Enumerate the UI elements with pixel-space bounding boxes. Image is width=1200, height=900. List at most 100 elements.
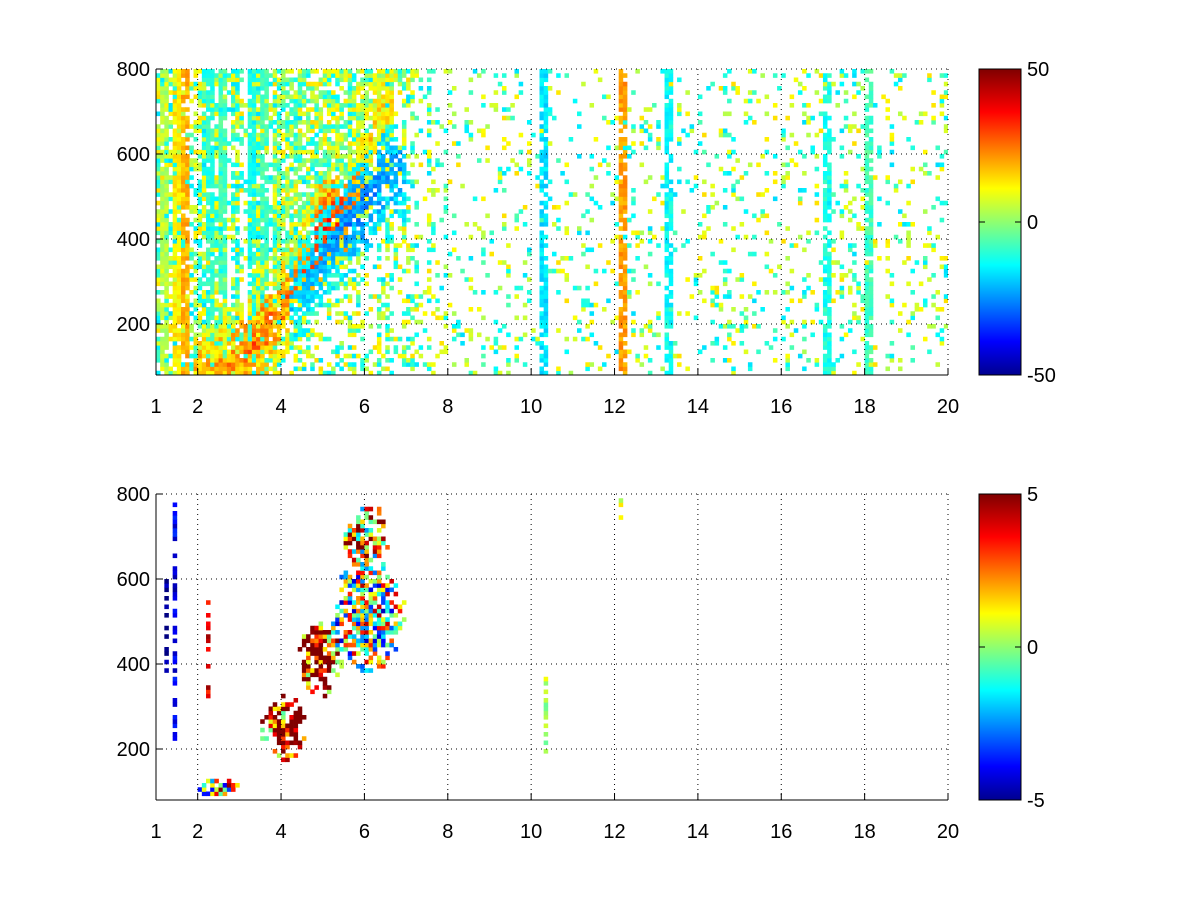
heatmap-cell-4616 xyxy=(864,311,870,316)
heatmap-cell-3931 xyxy=(660,200,665,206)
heatmap-cell-3339 xyxy=(472,370,478,375)
heatmap-cell-2846 xyxy=(376,247,382,253)
heatmap-cell-4668 xyxy=(868,332,874,338)
heatmap-cell-537 xyxy=(193,277,199,282)
heatmap-cell-2495 xyxy=(343,205,349,210)
heatmap-cell-2751 xyxy=(364,128,369,134)
heatmap-cell-641 xyxy=(201,234,207,240)
heatmap-cell-754 xyxy=(210,311,215,316)
heatmap-cell-432 xyxy=(185,353,190,359)
heatmap-cell-1858 xyxy=(293,319,299,325)
heatmap-cell-1485 xyxy=(264,277,269,282)
heatmap-cell-2814 xyxy=(372,145,378,151)
heatmap-cell-3923 xyxy=(656,192,661,197)
heatmap-cell-4883 xyxy=(943,115,948,121)
heatmap-cell-4603 xyxy=(864,370,870,375)
heatmap-cell-4319 xyxy=(793,162,799,168)
heatmap-cell-4782 xyxy=(902,73,907,78)
heatmap-cell-4333 xyxy=(802,336,807,342)
heatmap-cell-3423 xyxy=(506,243,511,248)
heatmap-cell-3900 xyxy=(647,319,653,325)
heatmap-cell-367 xyxy=(181,366,186,372)
heatmap-cell-3155 xyxy=(410,141,415,146)
heatmap-cell-247 xyxy=(172,285,178,291)
heatmap-cell-9 xyxy=(164,587,169,593)
heatmap-cell-3031 xyxy=(393,192,399,197)
heatmap-cell-3306 xyxy=(456,324,461,329)
heatmap-cell-4591 xyxy=(860,336,865,342)
heatmap-cell-4382 xyxy=(818,111,824,117)
heatmap-cell-812 xyxy=(214,349,219,355)
heatmap-cell-4276 xyxy=(777,222,782,227)
heatmap-cell-7 xyxy=(164,604,169,610)
heatmap-cell-3582 xyxy=(543,120,549,125)
heatmap-cell-916 xyxy=(218,124,224,129)
heatmap-cell-4653 xyxy=(864,128,870,134)
heatmap-cell-3799 xyxy=(622,298,628,304)
heatmap-cell-3398 xyxy=(497,81,503,87)
heatmap-cell-4381 xyxy=(818,128,824,134)
heatmap-cell-3600 xyxy=(547,86,553,91)
heatmap-cell-4387 xyxy=(822,362,828,367)
heatmap-cell-3508 xyxy=(539,230,545,236)
heatmap-cell-1457 xyxy=(260,103,265,108)
heatmap-cell-2406 xyxy=(335,166,340,172)
heatmap-cell-2777 xyxy=(368,183,374,189)
heatmap-cell-4685 xyxy=(868,247,874,253)
heatmap-cell-677 xyxy=(201,69,207,74)
heatmap-cell-1608 xyxy=(272,162,278,168)
heatmap-cell-4103 xyxy=(702,149,707,155)
heatmap-cell-4647 xyxy=(864,158,870,163)
heatmap-cell-884 xyxy=(218,260,224,265)
heatmap-cell-3952 xyxy=(664,268,670,274)
heatmap-cell-4593 xyxy=(860,298,865,304)
heatmap-cell-2874 xyxy=(376,107,382,112)
heatmap-cell-1473 xyxy=(264,332,269,338)
heatmap-cell-1365 xyxy=(256,226,261,231)
heatmap-cell-2189 xyxy=(318,247,324,253)
heatmap-cell-1187 xyxy=(243,239,249,244)
heatmap-cell-3802 xyxy=(622,285,628,291)
heatmap-cell-393 xyxy=(181,239,186,244)
heatmap-cell-2399 xyxy=(335,200,340,206)
heatmap-cell-1395 xyxy=(256,77,261,83)
heatmap-cell-1182 xyxy=(243,336,249,342)
heatmap-cell-1029 xyxy=(231,345,236,350)
heatmap-cell-1453 xyxy=(260,120,265,125)
heatmap-cell-585 xyxy=(197,260,203,265)
heatmap-cell-221 xyxy=(168,111,174,117)
heatmap-cell-2660 xyxy=(356,141,361,146)
heatmap-cell-3608 xyxy=(556,366,561,372)
heatmap-cell-2139 xyxy=(314,239,319,244)
heatmap-cell-3552 xyxy=(543,294,549,299)
heatmap-cell-1840 xyxy=(289,124,294,129)
heatmap-cell-670 xyxy=(201,98,207,104)
heatmap-cell-405 xyxy=(181,183,186,189)
heatmap-cell-1206 xyxy=(247,328,253,333)
heatmap-cell-20 xyxy=(156,264,161,270)
heatmap-cell-2558 xyxy=(347,132,353,138)
heatmap-cell-2061 xyxy=(306,137,311,142)
heatmap-cell-1855 xyxy=(293,332,299,338)
heatmap-cell-4424 xyxy=(822,158,828,163)
heatmap-cell-2256 xyxy=(322,154,328,159)
heatmap-cell-4003 xyxy=(668,319,674,325)
heatmap-cell-2137 xyxy=(314,247,319,253)
heatmap-cell-1131 xyxy=(235,98,240,104)
heatmap-cell-1316 xyxy=(251,128,257,134)
heatmap-cell-911 xyxy=(218,145,224,151)
heatmap-cell-4043 xyxy=(668,81,674,87)
heatmap-cell-1159 xyxy=(239,188,244,193)
heatmap-cell-3472 xyxy=(526,120,532,125)
heatmap-cell-1588 xyxy=(272,251,278,257)
heatmap-cell-2615 xyxy=(351,111,357,117)
heatmap-cell-1899 xyxy=(293,115,299,121)
heatmap-cell-2249 xyxy=(322,188,328,193)
heatmap-cell-2345 xyxy=(331,222,336,227)
heatmap-cell-1611 xyxy=(272,149,278,155)
heatmap-cell-2727 xyxy=(364,247,369,253)
heatmap-cell-4354 xyxy=(806,120,811,125)
heatmap-cell-3149 xyxy=(410,243,415,248)
heatmap-cell-2343 xyxy=(331,230,336,236)
heatmap-cell-4271 xyxy=(772,154,778,159)
